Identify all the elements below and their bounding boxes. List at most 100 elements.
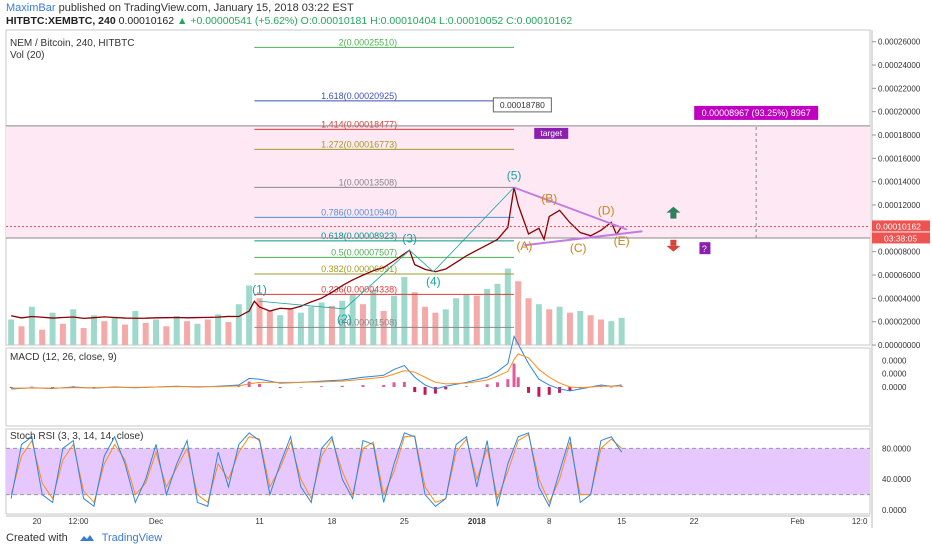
author-name[interactable]: MaximBar: [6, 2, 56, 14]
impulse-wave-label: (5): [507, 168, 522, 182]
question-mark: ?: [702, 244, 707, 254]
macd-histogram-bar: [444, 387, 448, 390]
volume-bar: [515, 281, 522, 345]
stoch-y-tick-label: 40.0000: [882, 475, 911, 484]
y-tick-label: 0.00024000: [878, 61, 921, 70]
volume-bar: [391, 295, 398, 345]
volume-bar: [225, 322, 232, 345]
volume-bar: [339, 300, 346, 345]
impulse-wave-label: (4): [426, 275, 441, 289]
impulse-wave-label: (2): [337, 312, 352, 326]
macd-histogram-bar: [299, 387, 303, 388]
question-box: [699, 242, 711, 255]
macd-histogram-bar: [258, 383, 262, 387]
last-price: 0.00010162: [118, 15, 175, 27]
tradingview-cloud-icon: [79, 535, 94, 542]
macd-histogram-bar: [237, 386, 241, 387]
macd-histogram-bar: [433, 387, 437, 394]
macd-histogram-bar: [495, 382, 499, 387]
down-arrow-stem: [670, 239, 677, 246]
volume-bar: [101, 321, 108, 345]
volume-bar: [359, 304, 366, 345]
volume-bar: [194, 323, 201, 345]
fib-level-label: 0.382(0.00006091): [321, 264, 397, 274]
macd-histogram-bar: [413, 387, 417, 393]
current-price-box: [872, 220, 930, 232]
volume-bar: [8, 319, 15, 345]
macd-histogram-bar: [320, 386, 324, 387]
volume-bar: [153, 319, 160, 345]
volume-bar: [80, 328, 87, 345]
main-pane-title: NEM / Bitcoin, 240, HITBTC: [10, 38, 135, 49]
x-tick-label: 12:00: [68, 517, 89, 526]
volume-bar: [535, 304, 542, 345]
corrective-wave-label: (C): [570, 241, 587, 255]
macd-pane-title: MACD (12, 26, close, 9): [10, 352, 117, 363]
volume-bar: [163, 326, 170, 345]
macd-y-tick-label: 0.0000: [882, 383, 907, 392]
x-tick-label: 2018: [468, 517, 486, 526]
stoch-k-line: [10, 432, 623, 508]
macd-histogram-bar: [423, 387, 427, 395]
volume-bar: [308, 306, 315, 345]
fib-level-label: 0.5(0.00007507): [331, 247, 397, 257]
volume-pane-title: Vol (20): [10, 50, 45, 61]
volume-bar: [204, 319, 211, 345]
volume-bar: [318, 302, 325, 345]
y-tick-label: 0.00008000: [878, 248, 921, 257]
volume-bar: [18, 326, 25, 345]
volume-bar: [235, 304, 242, 345]
countdown-label: 03:38:05: [884, 233, 917, 243]
volume-bar: [525, 298, 532, 345]
volume-bar: [556, 306, 563, 345]
corrective-wave-label: (D): [598, 203, 615, 217]
x-tick-label: 18: [327, 517, 336, 526]
volume-bar: [121, 324, 128, 345]
footer: Created with TradingView: [6, 532, 162, 544]
macd-pane-frame: [5, 347, 871, 427]
price-callout-label: 0.00018780: [500, 100, 545, 110]
publish-info: MaximBar published on TradingView.com, J…: [6, 2, 354, 14]
created-with-text: Created with: [6, 532, 68, 544]
macd-histogram-bar: [568, 387, 572, 391]
macd-histogram-bar: [506, 379, 510, 387]
stoch-pane-title: Stoch RSI (3, 3, 14, 14, close): [10, 431, 144, 442]
volume-bar: [577, 311, 584, 345]
volume-bar: [484, 288, 491, 345]
x-tick-label: 20: [33, 517, 42, 526]
volume-bar: [70, 309, 77, 345]
macd-histogram-bar: [278, 387, 282, 388]
y-tick-label: 0.00006000: [878, 271, 921, 280]
volume-bar: [28, 306, 35, 345]
volume-bar: [432, 312, 439, 345]
volume-bar: [59, 323, 66, 345]
corrective-wave-label: (B): [541, 191, 557, 205]
macd-histogram-bar: [92, 387, 96, 388]
volume-bar: [349, 294, 356, 345]
symbol-name: HITBTC:XEMBTC, 240: [6, 15, 116, 27]
macd-histogram-bar: [464, 386, 468, 387]
macd-y-tick-label: 0.0000: [882, 369, 907, 378]
y-tick-label: 0.00026000: [878, 38, 921, 47]
y-tick-label: 0.00020000: [878, 108, 921, 117]
x-tick-label: 11: [255, 517, 264, 526]
fib-level-label: 0.618(0.00008923): [321, 231, 397, 241]
volume-bar: [111, 317, 118, 345]
macd-histogram-bar: [9, 387, 13, 388]
down-arrow-icon: [666, 245, 681, 252]
x-tick-label: 15: [617, 517, 626, 526]
y-tick-label: 0.00022000: [878, 84, 921, 93]
macd-histogram-bar: [361, 385, 365, 387]
tradingview-brand[interactable]: TradingView: [101, 532, 163, 544]
price-change: ▲ +0.00000541 (+5.62%): [177, 15, 298, 27]
fib-level-label: 2(0.00025510): [339, 37, 398, 47]
volume-bar: [494, 283, 501, 345]
macd-histogram-bar: [485, 384, 489, 387]
volume-bar: [49, 312, 56, 345]
volume-bar: [453, 298, 460, 345]
x-tick-label: Feb: [791, 517, 805, 526]
volume-bar: [39, 329, 46, 345]
x-tick-label: 8: [547, 517, 552, 526]
volume-bar: [277, 315, 284, 345]
